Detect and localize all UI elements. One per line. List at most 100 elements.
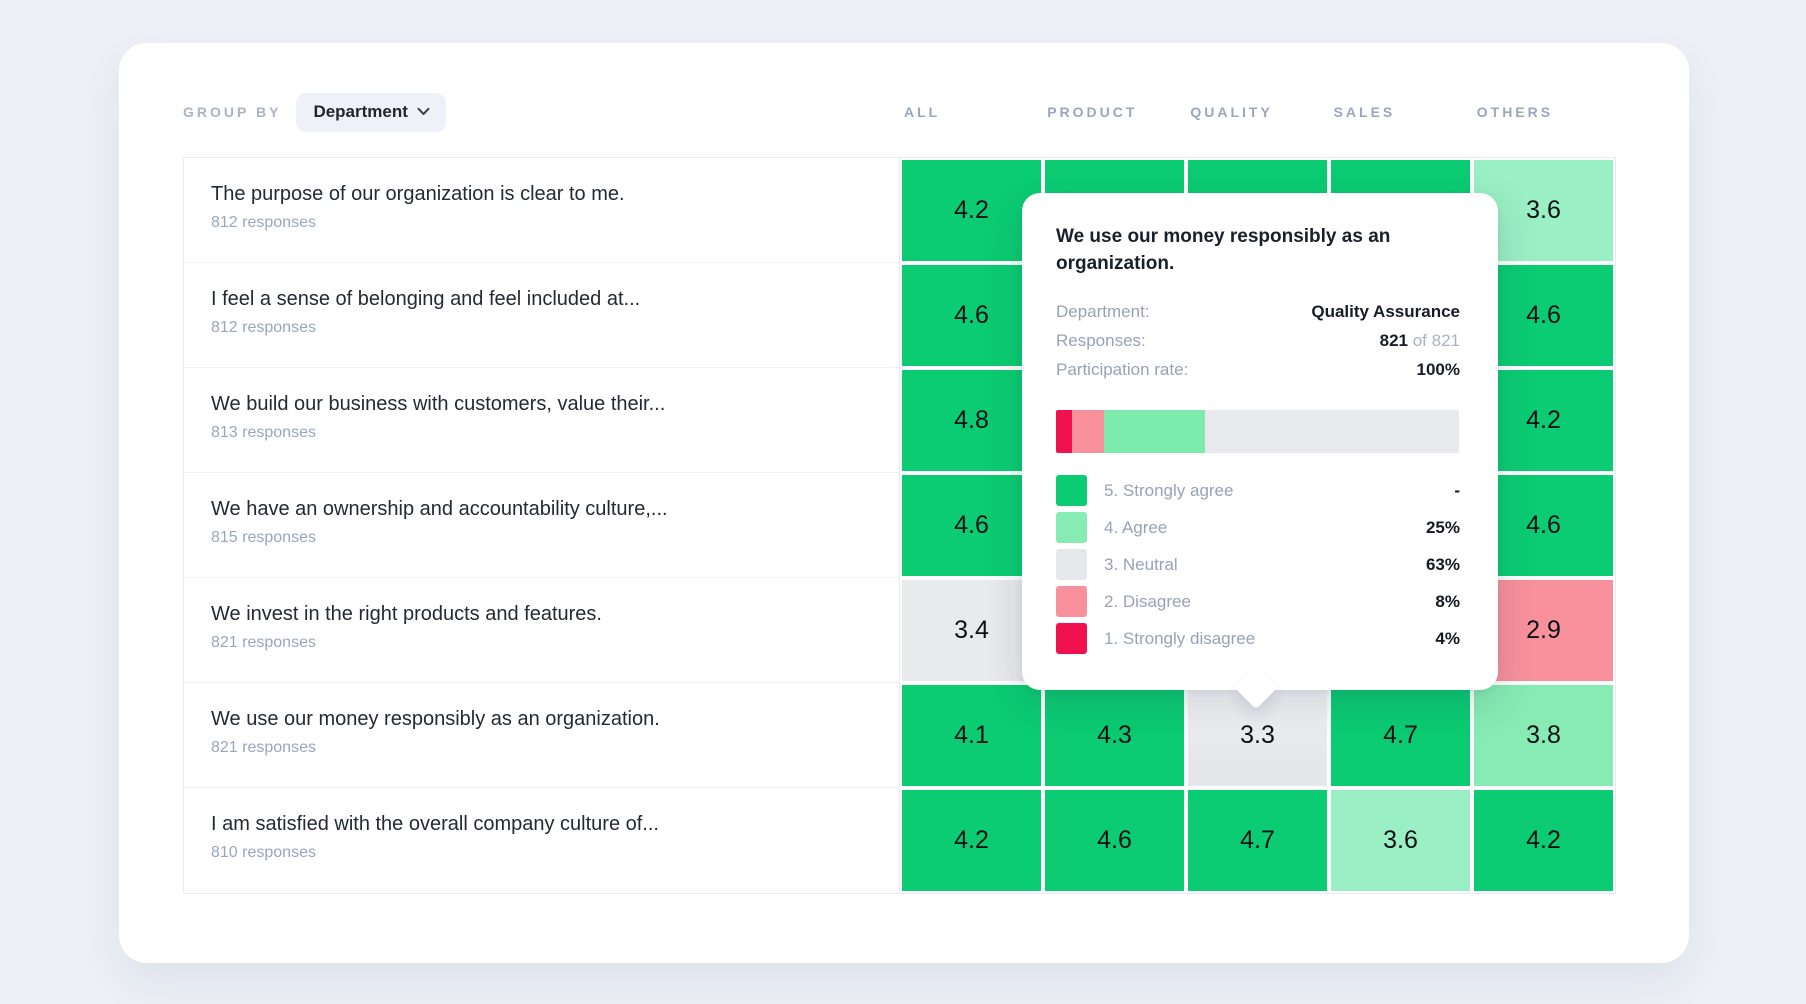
group-by-dropdown[interactable]: Department [296, 92, 446, 132]
field-value: 100% [1416, 360, 1460, 379]
score-value: 4.2 [954, 196, 989, 224]
question-title: We build our business with customers, va… [211, 393, 666, 415]
score-value: 3.8 [1526, 721, 1561, 749]
distribution-bar [1056, 410, 1459, 453]
score-cell[interactable]: 4.6 [1043, 788, 1186, 893]
question-row[interactable]: We build our business with customers, va… [184, 368, 899, 473]
score-value: 4.2 [954, 826, 989, 854]
question-title: The purpose of our organization is clear… [211, 183, 625, 205]
group-by-value: Department [313, 101, 408, 121]
score-value: 4.6 [1526, 301, 1561, 329]
question-responses: 813 responses [211, 424, 316, 441]
top-row: GROUP BY Department ALL PRODUCT QUALITY SAL… [183, 92, 1616, 132]
question-responses: 821 responses [211, 634, 316, 651]
chevron-down-icon [417, 107, 430, 115]
legend-value: 8% [1435, 591, 1460, 611]
field-label: Participation rate: [1056, 360, 1189, 379]
legend-label: 2. Disagree [1104, 591, 1191, 611]
score-value: 4.6 [1526, 511, 1561, 539]
question-title: I am satisfied with the overall company … [211, 813, 659, 835]
group-by-label: GROUP BY [183, 104, 282, 120]
legend-value: 63% [1425, 554, 1460, 574]
score-value: 3.3 [1240, 721, 1275, 749]
tooltip-title: We use our money responsibly as an organ… [1056, 226, 1391, 274]
score-cell[interactable]: 4.2 [900, 158, 1043, 263]
score-value: 4.6 [954, 301, 989, 329]
bar-segment-disagree [1072, 410, 1105, 453]
question-title: I feel a sense of belonging and feel inc… [211, 288, 641, 310]
score-cell[interactable]: 4.1 [900, 683, 1043, 788]
legend-value: 25% [1425, 517, 1460, 537]
score-cell[interactable]: 3.8 [1472, 683, 1615, 788]
legend-label: 1. Strongly disagree [1104, 628, 1256, 648]
cell-tooltip: We use our money responsibly as an organ… [1022, 193, 1498, 710]
score-cell[interactable]: 4.7 [1186, 788, 1329, 893]
question-responses: 812 responses [211, 319, 316, 336]
distribution-legend: 5. Strongly agree - 4. Agree 25% 3. Neut… [1056, 475, 1460, 654]
question-title: We use our money responsibly as an organ… [211, 708, 660, 730]
legend-row: 4. Agree 25% [1056, 512, 1460, 543]
question-responses: 810 responses [211, 844, 316, 861]
question-row[interactable]: We have an ownership and accountability … [184, 473, 899, 578]
score-cell[interactable]: 4.7 [1329, 683, 1472, 788]
score-value: 2.9 [1526, 616, 1561, 644]
score-cell[interactable]: 3.6 [1329, 788, 1472, 893]
legend-row: 5. Strongly agree - [1056, 475, 1460, 506]
question-row[interactable]: I am satisfied with the overall company … [184, 788, 899, 893]
score-cell[interactable]: 4.3 [1043, 683, 1186, 788]
field-value: Quality Assurance [1311, 302, 1460, 321]
legend-value: 4% [1435, 628, 1460, 648]
legend-label: 4. Agree [1104, 517, 1168, 537]
bar-segment-strongly-disagree [1056, 410, 1073, 453]
questions-column: The purpose of our organization is clear… [183, 157, 900, 894]
field-label: Department: [1056, 302, 1150, 321]
question-row[interactable]: The purpose of our organization is clear… [184, 158, 899, 263]
score-value: 4.7 [1383, 721, 1418, 749]
column-header-others: OTHERS [1476, 104, 1554, 120]
legend-row: 3. Neutral 63% [1056, 549, 1460, 580]
question-title: We have an ownership and accountability … [211, 498, 668, 520]
legend-swatch [1056, 586, 1087, 617]
column-header-sales: SALES [1333, 104, 1396, 120]
question-responses: 821 responses [211, 739, 316, 756]
question-row[interactable]: We use our money responsibly as an organ… [184, 683, 899, 788]
score-value: 4.6 [1097, 826, 1132, 854]
score-cell[interactable]: 4.6 [900, 473, 1043, 578]
question-row[interactable]: I feel a sense of belonging and feel inc… [184, 263, 899, 368]
tooltip-field: Department: Quality Assurance [1056, 297, 1460, 326]
score-cell[interactable]: 4.2 [900, 788, 1043, 893]
tooltip-fields: Department: Quality Assurance Responses:… [1056, 297, 1460, 384]
question-responses: 812 responses [211, 214, 316, 231]
score-value: 4.3 [1097, 721, 1132, 749]
field-suffix: of 821 [1408, 331, 1460, 350]
score-cell[interactable]: 4.2 [1472, 788, 1615, 893]
field-label: Responses: [1056, 331, 1146, 350]
legend-swatch [1056, 623, 1087, 654]
score-value: 4.1 [954, 721, 989, 749]
heatmap-card: GROUP BY Department ALL PRODUCT QUALITY SAL… [119, 43, 1689, 963]
legend-value: - [1454, 480, 1460, 500]
legend-label: 5. Strongly agree [1104, 480, 1234, 500]
score-cell[interactable]: 4.8 [900, 368, 1043, 473]
legend-row: 1. Strongly disagree 4% [1056, 623, 1460, 654]
question-row[interactable]: We invest in the right products and feat… [184, 578, 899, 683]
legend-label: 3. Neutral [1104, 554, 1178, 574]
tooltip-field: Participation rate: 100% [1056, 355, 1460, 384]
legend-swatch [1056, 512, 1087, 543]
column-header-quality: QUALITY [1190, 104, 1273, 120]
score-value: 3.4 [954, 616, 989, 644]
question-title: We invest in the right products and feat… [211, 603, 602, 625]
score-value: 4.6 [954, 511, 989, 539]
score-value: 4.2 [1526, 406, 1561, 434]
score-value: 3.6 [1383, 826, 1418, 854]
question-responses: 815 responses [211, 529, 316, 546]
score-value: 3.6 [1526, 196, 1561, 224]
column-header-product: PRODUCT [1047, 104, 1138, 120]
score-value: 4.2 [1526, 826, 1561, 854]
score-value: 4.7 [1240, 826, 1275, 854]
legend-swatch [1056, 549, 1087, 580]
score-value: 4.8 [954, 406, 989, 434]
legend-row: 2. Disagree 8% [1056, 586, 1460, 617]
field-value: 821 [1379, 331, 1408, 350]
bar-segment-agree [1104, 410, 1206, 453]
